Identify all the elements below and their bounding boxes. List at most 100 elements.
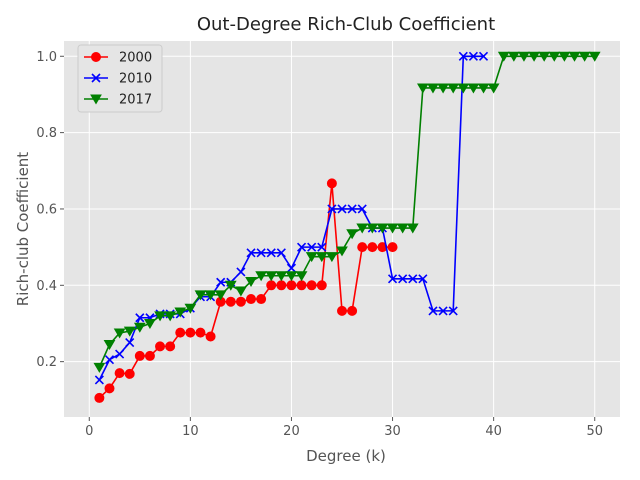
data-point-2000 <box>104 383 115 394</box>
x-tick-label: 0 <box>85 424 93 439</box>
data-point-2017 <box>406 223 419 234</box>
y-tick-label: 0.2 <box>36 355 57 370</box>
data-point-2017 <box>326 252 338 263</box>
data-point-2017 <box>305 252 318 263</box>
data-point-2000 <box>347 305 358 316</box>
data-point-2017 <box>467 83 480 94</box>
data-point-2017 <box>427 83 439 94</box>
data-point-2017 <box>568 51 581 62</box>
y-tick-label: 0.4 <box>36 279 57 294</box>
data-point-2010 <box>468 51 478 61</box>
data-point-2017 <box>93 362 106 373</box>
data-point-2000 <box>235 296 246 307</box>
data-point-2017 <box>285 271 298 282</box>
data-point-2010 <box>357 204 367 214</box>
data-point-2010 <box>256 248 266 258</box>
data-point-2000 <box>114 368 125 379</box>
data-point-2010 <box>94 375 104 385</box>
data-point-2000 <box>225 296 236 307</box>
data-point-2017 <box>224 280 237 291</box>
data-point-2000 <box>155 341 166 352</box>
series-layer <box>93 51 601 403</box>
legend-label: 2010 <box>119 72 152 87</box>
data-point-2000 <box>266 280 277 291</box>
data-point-2000 <box>357 242 368 253</box>
legend-label: 2000 <box>119 51 152 66</box>
data-point-2017 <box>103 339 116 350</box>
data-point-2000 <box>387 242 398 253</box>
data-point-2000 <box>165 341 176 352</box>
data-point-2000 <box>134 350 145 361</box>
y-axis-label: Rich-club Coefficient <box>14 152 32 306</box>
data-point-2017 <box>113 328 126 339</box>
x-axis-label: Degree (k) <box>306 447 386 465</box>
legend-label: 2017 <box>119 93 152 108</box>
data-point-2017 <box>528 51 540 62</box>
data-point-2000 <box>337 305 347 316</box>
series-2017 <box>93 51 601 373</box>
data-point-2017 <box>588 51 601 62</box>
data-point-2017 <box>144 318 156 329</box>
data-point-2017 <box>235 286 247 297</box>
data-point-2017 <box>174 307 187 318</box>
data-point-2017 <box>386 223 399 234</box>
data-point-2017 <box>265 271 278 282</box>
data-point-2017 <box>366 223 379 234</box>
data-point-2017 <box>396 223 409 234</box>
data-point-2010 <box>246 248 256 258</box>
data-point-2017 <box>154 311 166 322</box>
data-point-2010 <box>307 242 317 252</box>
data-point-2017 <box>457 83 470 94</box>
data-point-2000 <box>306 280 317 291</box>
data-point-2010 <box>216 277 226 287</box>
data-point-2017 <box>538 51 551 62</box>
chart-title: Out-Degree Rich-Club Coefficient <box>197 14 495 35</box>
data-point-2010 <box>458 51 468 61</box>
legend-item-2010: 2010 <box>84 72 152 87</box>
grid <box>64 41 620 417</box>
data-point-2017 <box>275 271 288 282</box>
data-point-2017 <box>133 322 146 333</box>
data-point-2017 <box>336 246 348 257</box>
data-point-2000 <box>246 294 257 305</box>
data-point-2010 <box>104 355 115 365</box>
data-point-2017 <box>315 252 328 263</box>
data-point-2010 <box>387 274 398 284</box>
data-point-2000 <box>296 280 307 291</box>
data-point-2000 <box>286 280 297 291</box>
x-tick-label: 30 <box>384 424 401 439</box>
data-point-2017 <box>548 51 561 62</box>
data-point-2010 <box>327 204 337 214</box>
legend-item-2000: 2000 <box>84 51 152 66</box>
data-point-2010 <box>418 274 428 284</box>
data-point-2010 <box>317 242 327 252</box>
data-point-2000 <box>94 392 105 403</box>
data-point-2010 <box>135 313 145 323</box>
y-tick-label: 0.8 <box>36 126 57 141</box>
data-point-2017 <box>558 51 571 62</box>
data-point-2010 <box>478 51 489 61</box>
data-point-2017 <box>194 290 207 301</box>
data-point-2017 <box>295 271 308 282</box>
data-point-2017 <box>123 326 136 337</box>
y-tick-label: 1.0 <box>36 50 57 65</box>
data-point-2010 <box>398 274 408 284</box>
data-point-2017 <box>356 223 369 234</box>
x-tick-label: 10 <box>182 424 199 439</box>
data-point-2010 <box>286 263 297 273</box>
x-tick-label: 40 <box>485 424 502 439</box>
data-point-2010 <box>236 267 246 277</box>
data-point-2000 <box>316 280 327 291</box>
data-point-2000 <box>205 331 216 342</box>
data-point-2010 <box>115 349 125 359</box>
data-point-2017 <box>507 51 520 62</box>
data-point-2000 <box>195 327 206 338</box>
data-point-2017 <box>578 51 591 62</box>
x-tick-label: 50 <box>586 424 603 439</box>
data-point-2000 <box>326 178 337 189</box>
data-point-2000 <box>185 327 196 338</box>
data-point-2010 <box>337 204 347 214</box>
data-point-2010 <box>296 242 307 252</box>
data-point-2017 <box>487 83 500 94</box>
